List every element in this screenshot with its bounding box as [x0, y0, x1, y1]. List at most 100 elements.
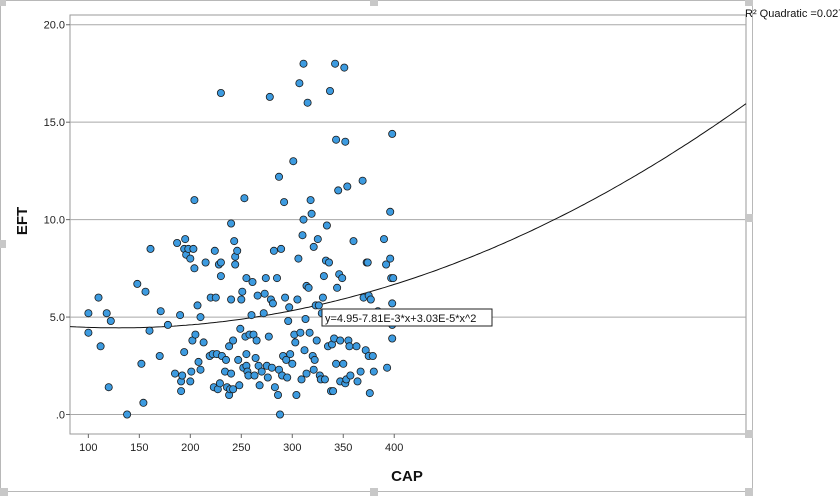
data-point — [383, 363, 392, 372]
data-point — [139, 398, 148, 407]
data-point — [277, 244, 286, 253]
data-point — [255, 381, 264, 390]
data-point — [237, 295, 246, 304]
resize-handle-bottom[interactable] — [370, 488, 378, 496]
data-point — [189, 244, 198, 253]
data-point — [210, 246, 219, 255]
data-point — [173, 238, 182, 247]
resize-handle-top[interactable] — [370, 0, 378, 6]
data-point — [84, 328, 93, 337]
resize-handle-right[interactable] — [745, 214, 753, 222]
data-point — [379, 235, 388, 244]
data-point — [301, 314, 310, 323]
resize-handle-top-left[interactable] — [0, 0, 6, 6]
quadratic-fit-line — [69, 103, 747, 329]
data-point — [227, 219, 236, 228]
data-point — [229, 336, 238, 345]
data-point — [221, 355, 230, 364]
data-point — [322, 221, 331, 230]
data-point — [260, 289, 269, 298]
fit-equation-annotation[interactable]: y=4.95-7.81E-3*x+3.03E-5*x^2 — [321, 308, 493, 327]
data-point — [269, 246, 278, 255]
x-tick-label: 400 — [385, 442, 403, 454]
data-point — [145, 326, 154, 335]
data-point — [306, 196, 315, 205]
data-point — [248, 277, 257, 286]
data-point — [216, 89, 225, 98]
data-point — [320, 375, 329, 384]
data-point — [365, 389, 374, 398]
data-point — [230, 237, 239, 246]
data-point — [240, 194, 249, 203]
data-point — [199, 338, 208, 347]
data-point — [299, 59, 308, 68]
data-point — [177, 387, 186, 396]
data-point — [309, 242, 318, 251]
data-point — [227, 295, 236, 304]
data-point — [388, 299, 397, 308]
data-point — [386, 207, 395, 216]
data-point — [265, 92, 274, 101]
data-point — [196, 313, 205, 322]
data-point — [247, 311, 256, 320]
data-point — [141, 287, 150, 296]
data-point — [340, 63, 349, 72]
resize-handle-bottom-left[interactable] — [0, 488, 8, 496]
data-point — [307, 209, 316, 218]
resize-handle-bottom-right[interactable] — [745, 488, 753, 496]
data-point — [96, 342, 105, 351]
data-point — [229, 385, 238, 394]
data-point — [186, 254, 195, 263]
data-point — [234, 355, 243, 364]
data-point — [156, 307, 165, 316]
data-point — [137, 359, 146, 368]
data-point — [242, 274, 251, 283]
data-point — [286, 350, 295, 359]
data-point — [338, 274, 347, 283]
data-point — [369, 367, 378, 376]
data-point — [215, 379, 224, 388]
data-point — [333, 283, 342, 292]
data-point — [187, 367, 196, 376]
data-point — [309, 365, 318, 374]
data-point — [259, 309, 268, 318]
data-point — [264, 332, 273, 341]
data-point — [176, 311, 185, 320]
data-point — [216, 258, 225, 267]
x-tick-label: 250 — [232, 442, 250, 454]
data-point — [388, 334, 397, 343]
data-point — [310, 355, 319, 364]
fit-equation-box — [321, 308, 493, 327]
data-point — [211, 293, 220, 302]
data-point — [133, 279, 142, 288]
data-point — [346, 371, 355, 380]
data-point — [295, 79, 304, 88]
data-point — [304, 283, 313, 292]
data-point — [291, 338, 300, 347]
data-point — [343, 182, 352, 191]
data-point — [227, 369, 236, 378]
data-point — [313, 235, 322, 244]
data-point — [191, 330, 200, 339]
data-point — [272, 274, 281, 283]
data-point — [250, 371, 259, 380]
data-point — [238, 287, 247, 296]
y-axis-title: EFT — [14, 207, 31, 235]
resize-handle-left[interactable] — [0, 240, 6, 248]
data-point — [358, 176, 367, 185]
data-point — [332, 135, 341, 144]
data-point — [300, 346, 309, 355]
data-point — [104, 383, 113, 392]
x-tick-label: 100 — [79, 442, 97, 454]
resize-handle-bottom-right-inner[interactable] — [745, 430, 753, 438]
data-point — [289, 157, 298, 166]
data-point — [123, 410, 132, 419]
resize-handle-top-right[interactable] — [745, 0, 753, 6]
data-point — [325, 87, 334, 96]
x-tick-label: 350 — [334, 442, 352, 454]
data-point — [242, 350, 251, 359]
data-point — [294, 254, 303, 263]
data-point — [356, 367, 365, 376]
y-axis-ticks: .0 5.0 10.0 15.0 20.0 — [44, 20, 70, 422]
